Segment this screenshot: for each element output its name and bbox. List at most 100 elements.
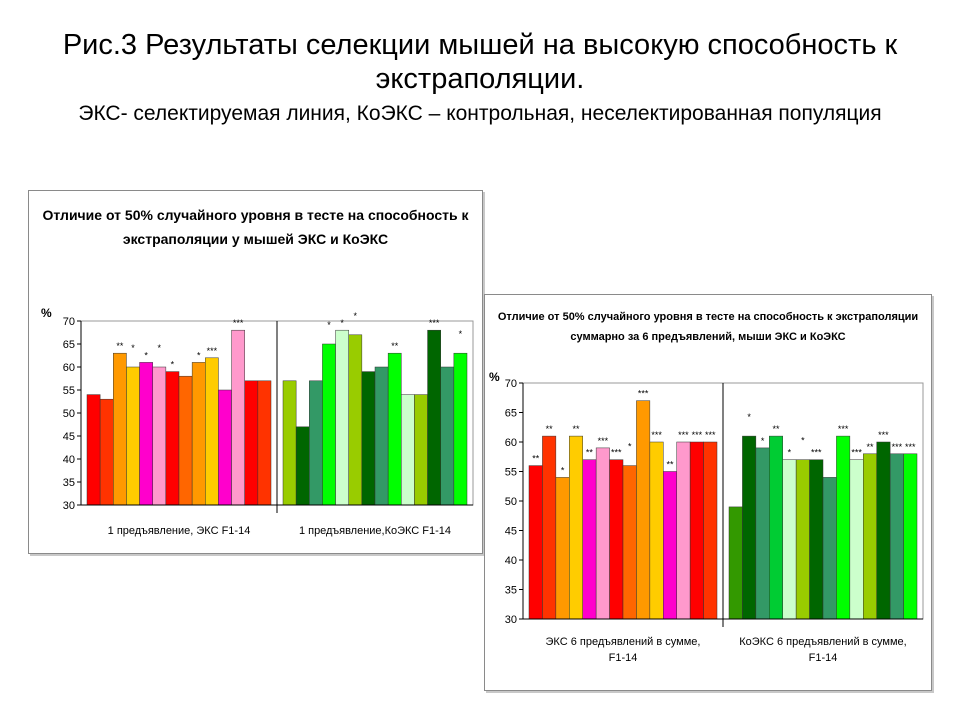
y-tick-label: 55 (63, 385, 75, 397)
significance-label: * (171, 360, 175, 370)
significance-label: * (327, 320, 331, 330)
bar (191, 362, 206, 506)
y-tick-label: 65 (505, 408, 517, 420)
bar (414, 394, 428, 506)
bar (231, 329, 245, 506)
y-tick-label: 35 (63, 477, 75, 489)
significance-label: * (459, 329, 463, 339)
bar (387, 352, 402, 506)
bar (903, 453, 918, 620)
significance-label: ** (772, 424, 780, 434)
bar (649, 441, 664, 620)
chart-title: Отличие от 50% случайного уровня в тесте… (42, 207, 469, 247)
significance-label: * (747, 412, 751, 422)
significance-label: *** (611, 448, 622, 458)
bar (609, 459, 624, 620)
y-tick-label: 60 (63, 362, 75, 374)
bar (728, 506, 743, 620)
category-label: 1 предъявление, ЭКС F1-14 (108, 525, 251, 537)
bar (809, 459, 824, 620)
bar (86, 394, 101, 506)
y-tick-label: 55 (505, 467, 517, 479)
bar (889, 453, 904, 620)
category-label: ЭКС 6 предъявлений в сумме, F1-14 (546, 636, 701, 664)
bar (582, 459, 597, 620)
significance-label: * (561, 465, 565, 475)
bar (244, 380, 259, 506)
y-tick-label: 40 (505, 555, 517, 567)
significance-label: ** (546, 424, 554, 434)
y-tick-label: 70 (63, 316, 75, 328)
bar (863, 453, 877, 620)
y-tick-label: 30 (63, 500, 75, 512)
significance-label: * (144, 350, 148, 360)
significance-label: ** (116, 341, 124, 351)
bar (309, 380, 323, 506)
y-tick-label: 45 (63, 431, 75, 443)
category-label: КоЭКС 6 предъявлений в сумме, F1-14 (739, 636, 906, 664)
significance-label: *** (892, 442, 903, 452)
y-tick-label: 50 (505, 496, 517, 508)
y-tick-label: 30 (505, 614, 517, 626)
y-axis-label: % (41, 306, 52, 320)
bar (636, 400, 651, 620)
y-tick-label: 70 (505, 378, 517, 390)
significance-label: *** (851, 448, 862, 458)
bar (178, 375, 193, 506)
significance-label: *** (811, 448, 822, 458)
bar (218, 389, 232, 506)
slide-subtitle: ЭКС- селектируемая линия, КоЭКС – контро… (78, 102, 882, 125)
category-label: 1 предъявление,КоЭКС F1-14 (299, 525, 451, 537)
significance-label: *** (838, 424, 849, 434)
bar (348, 334, 363, 506)
bar (542, 435, 557, 620)
bar (836, 435, 851, 620)
bar (205, 357, 219, 506)
bar (795, 459, 810, 620)
chart-svg: 303540455055606570%*********************… (489, 370, 924, 664)
significance-label: *** (429, 318, 440, 328)
bar (427, 329, 441, 506)
bar (569, 435, 583, 620)
significance-label: *** (651, 430, 662, 440)
bar (769, 435, 783, 620)
significance-label: * (197, 350, 201, 360)
y-tick-label: 65 (63, 339, 75, 351)
bar (335, 329, 349, 506)
significance-label: * (801, 436, 805, 446)
bar (595, 447, 610, 620)
significance-label: *** (705, 430, 716, 440)
significance-label: *** (638, 389, 649, 399)
significance-label: *** (233, 318, 244, 328)
bar (676, 441, 691, 620)
significance-label: ** (532, 454, 540, 464)
chart-title: Отличие от 50% случайного уровня в тесте… (497, 311, 919, 343)
significance-label: ** (391, 341, 399, 351)
bar (99, 398, 114, 506)
significance-label: ** (666, 460, 674, 470)
y-axis-label: % (489, 370, 500, 384)
bar (703, 441, 718, 620)
bar (322, 343, 336, 506)
bar (622, 465, 637, 620)
bar (822, 477, 837, 620)
bar (663, 471, 677, 620)
chart-panel-six-presentations: Отличие от 50% случайного уровня в тесте… (484, 294, 932, 691)
bar (139, 362, 153, 506)
significance-label: * (131, 343, 135, 353)
bar (257, 380, 272, 506)
significance-label: ** (866, 442, 874, 452)
bar (742, 435, 757, 620)
bar (782, 459, 797, 620)
significance-label: *** (598, 436, 609, 446)
bar (689, 441, 704, 620)
chart-panel-single-presentation: Отличие от 50% случайного уровня в тесте… (28, 190, 483, 554)
bar (453, 352, 468, 506)
significance-label: * (628, 442, 632, 452)
bar (528, 465, 543, 620)
significance-label: *** (878, 430, 889, 440)
bar (361, 371, 376, 506)
bar (555, 477, 570, 620)
significance-label: *** (905, 442, 916, 452)
